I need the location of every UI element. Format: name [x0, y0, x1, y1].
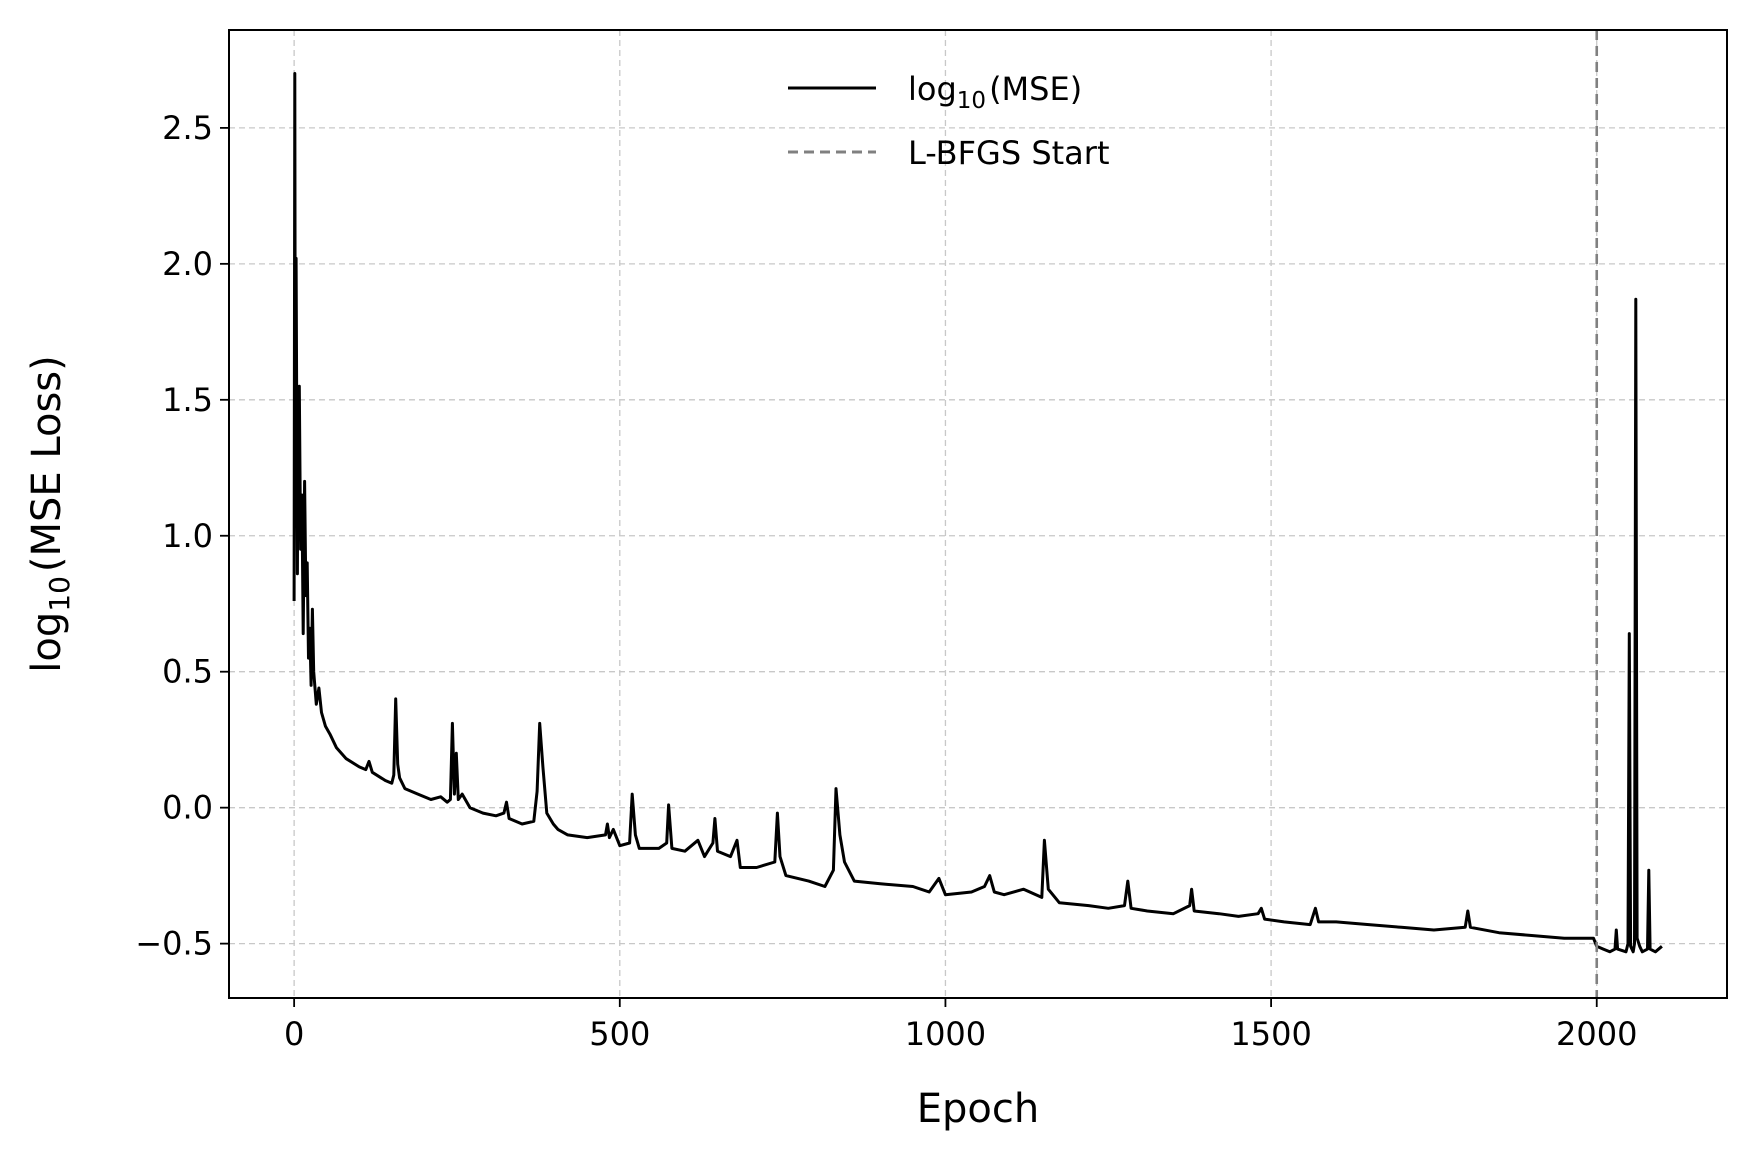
mse-loss-line [292, 72, 1663, 954]
x-tick-label: 0 [284, 1015, 304, 1053]
y-axis-title: log10 (MSE Loss) [24, 355, 76, 672]
legend-label-mse: log10(MSE) [908, 70, 1082, 114]
y-tick-label: 0.5 [162, 653, 213, 691]
y-tick-label: 1.0 [162, 517, 213, 555]
y-axis: −0.5 0.0 0.5 1.0 1.5 2.0 2.5 [135, 109, 229, 963]
y-tick-label: 1.5 [162, 381, 213, 419]
y-tick-label: 2.5 [162, 109, 213, 147]
plot-area [292, 30, 1663, 998]
legend-label-mse-log: log [908, 70, 957, 108]
y-axis-title-subscript: 10 [43, 576, 76, 612]
legend-label-mse-subscript: 10 [957, 88, 986, 114]
x-tick-label: 1500 [1230, 1015, 1311, 1053]
legend-label-lbfgs: L-BFGS Start [908, 134, 1109, 172]
y-tick-label: 2.0 [162, 245, 213, 283]
x-tick-label: 1000 [905, 1015, 986, 1053]
y-tick-label: −0.5 [135, 925, 213, 963]
y-tick-label: 0.0 [162, 789, 213, 827]
x-axis: 0 500 1000 1500 2000 [284, 998, 1637, 1053]
x-axis-title: Epoch [917, 1086, 1039, 1132]
axes-frame [228, 29, 1728, 999]
x-tick-label: 500 [589, 1015, 650, 1053]
legend-label-mse-rest: (MSE) [989, 70, 1082, 108]
x-tick-label: 2000 [1556, 1015, 1637, 1053]
y-axis-title-log: log [24, 612, 70, 673]
y-axis-title-rest: (MSE Loss) [24, 355, 70, 572]
legend: log10(MSE) L-BFGS Start [788, 70, 1109, 172]
